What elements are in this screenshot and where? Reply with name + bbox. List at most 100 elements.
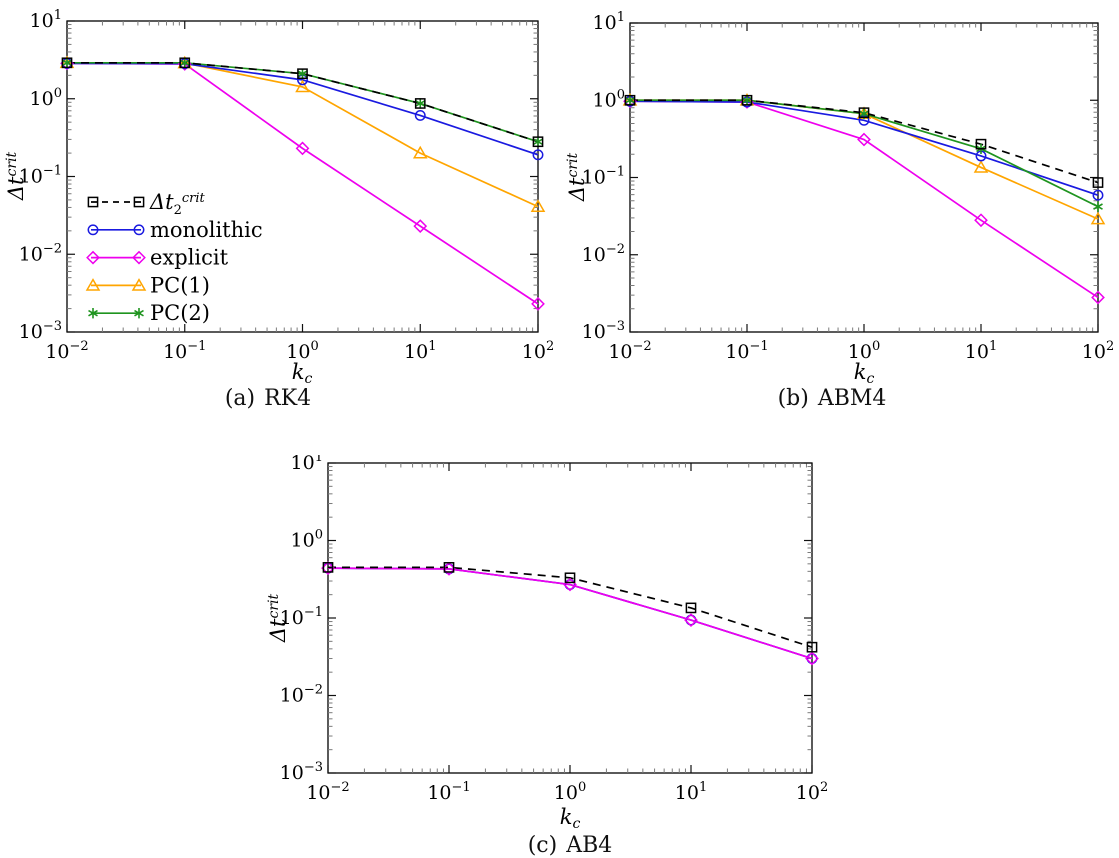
x-axis-label-base: k — [559, 805, 573, 829]
marker-asterisk — [533, 136, 543, 147]
marker-square — [564, 572, 576, 584]
y-tick-label: 10−1 — [582, 165, 625, 189]
x-tick-label: 10−2 — [45, 339, 88, 363]
plot-frame — [629, 22, 1099, 333]
marker-asterisk — [415, 98, 426, 109]
y-axis-label-sup: crit — [266, 593, 282, 619]
marker-asterisk — [297, 68, 308, 79]
x-axis-label-sub: c — [866, 371, 875, 387]
marker-diamond — [295, 141, 310, 156]
series-explicit-markers — [623, 94, 1105, 305]
caption-b: (b) ABM4 — [778, 386, 887, 411]
x-tick-label: 10−1 — [725, 339, 768, 363]
marker-triangle — [973, 160, 989, 173]
legend-label-explicit: explicit — [150, 246, 229, 270]
marker-diamond — [132, 250, 146, 265]
x-tick-label: 10−2 — [608, 339, 651, 363]
y-tick-label: 100 — [593, 87, 625, 111]
marker-circle — [564, 579, 576, 591]
marker-circle — [806, 653, 818, 664]
marker-square — [806, 641, 818, 653]
marker-square — [1092, 177, 1104, 188]
marker-asterisk — [88, 308, 98, 319]
series-explicit-line — [629, 100, 1099, 299]
axis-ticks — [66, 20, 539, 333]
series-monolithic-line — [629, 100, 1099, 197]
series-dt2crit-line — [630, 99, 1099, 184]
caption-b-title: ABM4 — [817, 386, 887, 411]
marker-square — [414, 98, 426, 109]
marker-diamond — [1091, 290, 1105, 305]
marker-circle — [532, 149, 544, 161]
marker-square — [322, 562, 334, 573]
marker-triangle — [295, 79, 310, 93]
y-tick-label: 10−3 — [280, 760, 323, 784]
axis-ticks — [629, 22, 1099, 333]
marker-triangle — [131, 278, 147, 291]
x-tick-label: 101 — [965, 339, 997, 363]
y-axis-label-sup: crit — [565, 152, 581, 178]
marker-square — [179, 57, 191, 69]
y-axis-label-base: Δt — [565, 177, 589, 202]
marker-square — [297, 68, 308, 80]
series-dt2crit-markers — [624, 94, 1104, 188]
caption-b-index: (b) — [777, 386, 809, 411]
x-axis-label-sub: c — [304, 371, 313, 387]
caption-c-index: (c) — [527, 833, 558, 858]
series-dt2crit-markers — [322, 562, 818, 653]
caption-c: (c) AB4 — [528, 833, 613, 858]
series-explicit-line — [66, 62, 539, 305]
marker-square — [624, 94, 636, 106]
chart-abm4: 10−2 10−1 100 101 102 101 100 10−1 10−2 10−3 Δtcr… — [560, 0, 1119, 430]
marker-triangle — [412, 145, 428, 159]
legend-label-dt2crit: Δt2crit — [149, 190, 206, 218]
y-axis-label-base: Δt — [4, 176, 28, 201]
marker-triangle — [85, 278, 101, 291]
caption-a: (a) RK4 — [225, 386, 311, 411]
x-tick-label: 10−2 — [306, 780, 349, 804]
x-axis-label-sub: c — [572, 816, 581, 832]
series-explicit-markers — [60, 56, 545, 311]
marker-circle — [133, 224, 145, 236]
axis-ticks — [327, 462, 813, 774]
y-tick-label: 101 — [593, 10, 625, 34]
x-tick-label: 10−1 — [427, 780, 470, 804]
legend-entry-explicit: explicit — [86, 246, 229, 270]
y-axis-label-sup: crit — [4, 151, 20, 177]
caption-a-index: (a) — [224, 386, 256, 411]
y-tick-label: 10−3 — [582, 319, 625, 343]
y-tick-label: 101 — [291, 455, 323, 474]
y-tick-label: 10−3 — [19, 319, 62, 343]
marker-triangle — [530, 199, 546, 212]
chart-rk4: 10−2 10−1 100 101 102 101 100 10−1 10−2 10−3 Δt2cr… — [0, 0, 560, 430]
marker-asterisk — [742, 95, 752, 106]
legend-label-pc1: PC(1) — [150, 273, 210, 297]
marker-diamond — [805, 651, 819, 666]
y-axis-label-a: Δtcrit — [4, 152, 28, 200]
series-PC(1)-markers — [59, 55, 546, 212]
marker-circle — [414, 109, 426, 121]
legend-label-monolithic: monolithic — [150, 218, 263, 242]
x-tick-label: 100 — [554, 780, 586, 804]
y-tick-label: 10−2 — [582, 242, 625, 266]
x-tick-label: 102 — [796, 780, 828, 804]
series-PC(2)-markers — [625, 95, 1103, 212]
x-tick-label: 102 — [522, 339, 554, 363]
marker-diamond — [684, 613, 698, 627]
legend-label-pc2: PC(2) — [150, 301, 210, 325]
marker-square — [61, 57, 73, 69]
marker-triangle — [1090, 211, 1106, 225]
x-axis-label-base: k — [853, 360, 867, 384]
marker-asterisk — [179, 57, 190, 68]
legend-entry-pc1: PC(1) — [85, 273, 210, 297]
marker-square — [133, 196, 145, 208]
chart-ab4: 10−2 10−1 100 101 102 101 100 10−1 10−2 10−3 Δtcr… — [250, 455, 870, 858]
series-explicit-line — [327, 567, 813, 660]
marker-square — [975, 138, 987, 150]
